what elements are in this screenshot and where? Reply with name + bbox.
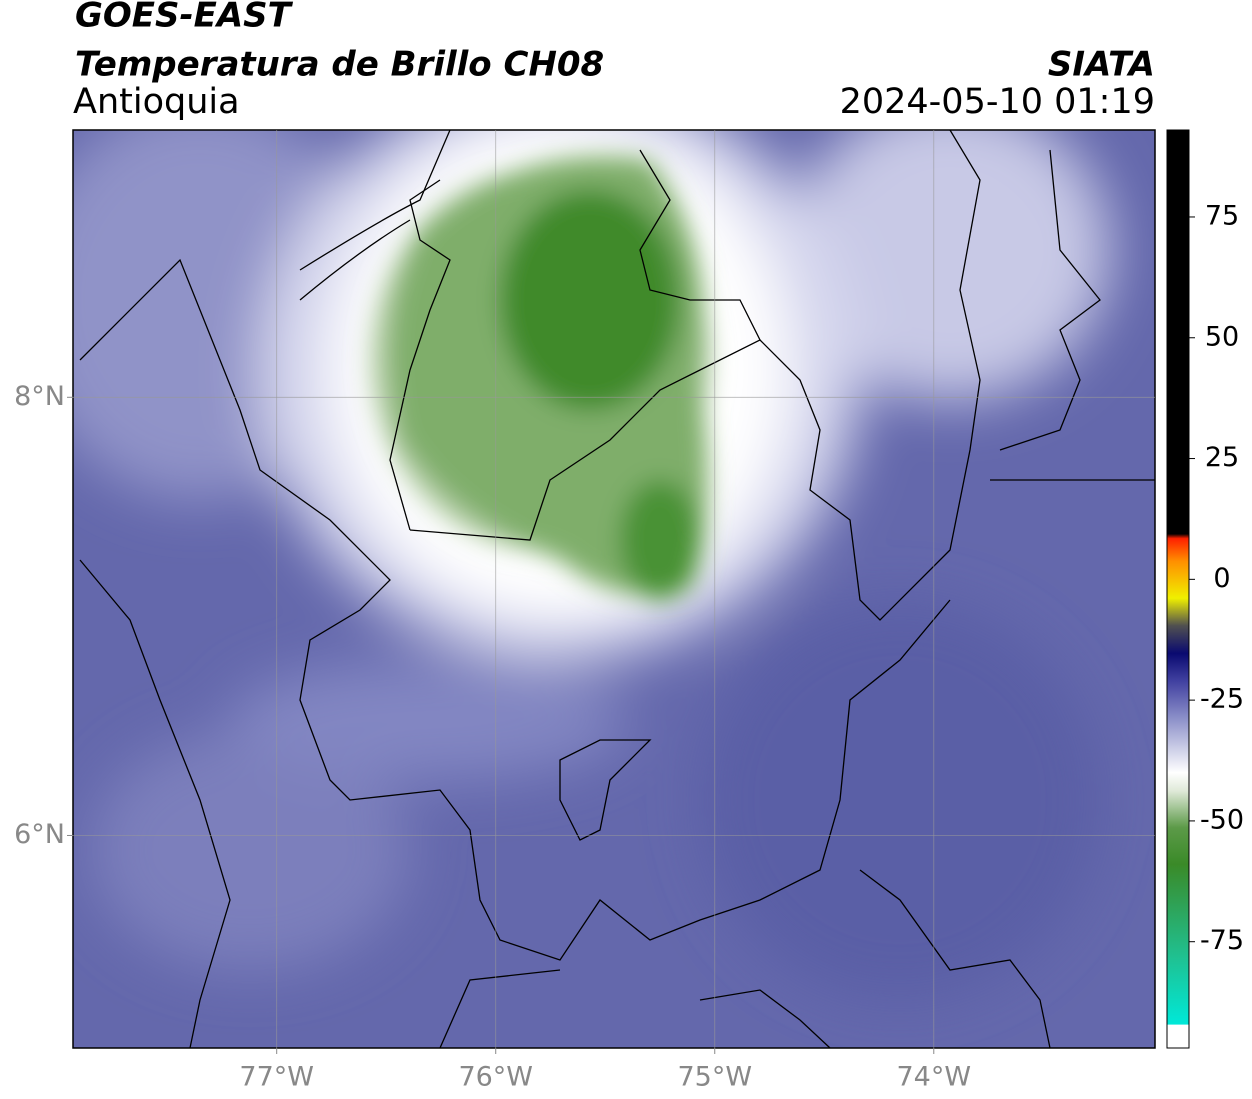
y-tick-label: 8°N — [14, 381, 65, 412]
x-tick-label: 74°W — [897, 1062, 972, 1093]
satellite-title: GOES-EAST — [75, 0, 294, 36]
colorbar-tick-label: 75 — [1205, 200, 1239, 231]
region-label: Antioquia — [73, 82, 240, 122]
colorbar-tick-label: -25 — [1200, 684, 1244, 715]
colorbar-tick-label: 0 — [1213, 563, 1230, 594]
product-title: Temperatura de Brillo CH08 — [75, 45, 604, 85]
colorbar-tick-label: -75 — [1200, 925, 1244, 956]
satellite-image — [73, 130, 1155, 1048]
y-tick-label: 6°N — [14, 819, 65, 850]
colorbar-tick-label: 50 — [1205, 321, 1239, 352]
boundaries — [79, 130, 1155, 1048]
colorbar — [1166, 129, 1190, 1049]
datetime-label: 2024-05-10 01:19 — [840, 82, 1155, 122]
x-tick-label: 77°W — [239, 1062, 314, 1093]
x-tick-label: 75°W — [677, 1062, 752, 1093]
x-tick-label: 76°W — [458, 1062, 533, 1093]
colorbar-tick-label: 25 — [1205, 442, 1239, 473]
source-label: SIATA — [1048, 45, 1155, 85]
map-frame — [72, 129, 1156, 1049]
colorbar-tick-label: -50 — [1200, 804, 1244, 835]
